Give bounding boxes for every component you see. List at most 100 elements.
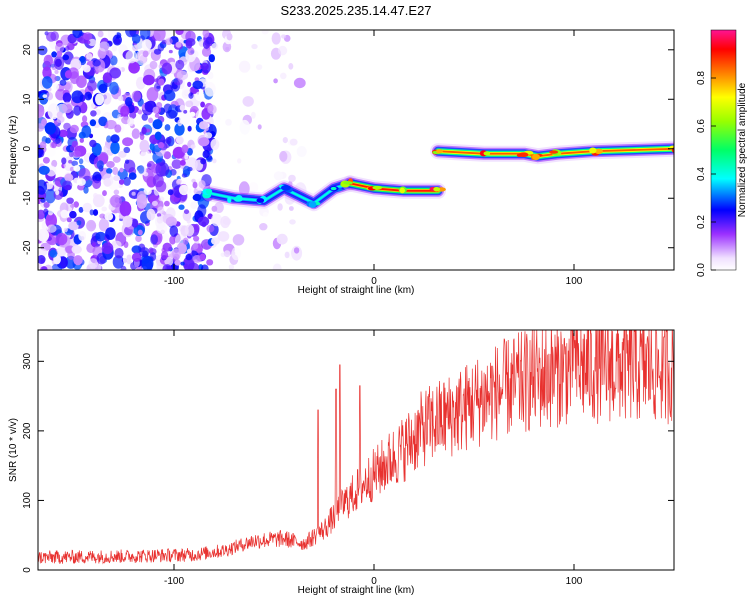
heat-blob — [125, 97, 133, 107]
heat-blob — [238, 181, 250, 197]
heat-blob — [184, 154, 189, 160]
spectrogram-xlabel: Height of straight line (km) — [298, 285, 415, 296]
heat-blob — [162, 242, 172, 252]
heat-hotspot — [280, 185, 291, 191]
heat-hotspot — [589, 147, 597, 154]
heat-blob — [158, 196, 165, 202]
heat-blob — [97, 30, 104, 38]
heat-blob — [88, 101, 96, 110]
heat-blob — [73, 165, 81, 172]
heat-blob — [38, 104, 45, 118]
heat-blob — [109, 81, 119, 95]
colorbar-label: Normalized spectral amplitude — [737, 82, 748, 217]
heat-blob — [226, 33, 233, 41]
heat-blob — [43, 54, 53, 67]
heat-hotspot — [594, 148, 603, 154]
heat-blob — [198, 137, 210, 147]
heat-blob — [43, 208, 49, 215]
colorbar-tick-label: 0.8 — [696, 71, 707, 85]
heat-blob — [141, 39, 152, 51]
heat-blob — [98, 116, 108, 127]
heat-blob — [82, 64, 91, 73]
heat-blob — [103, 145, 110, 153]
heat-hotspot — [671, 147, 674, 153]
heat-blob — [193, 235, 200, 242]
heat-blob — [280, 72, 287, 80]
heat-blob — [179, 159, 186, 166]
heat-blob — [296, 146, 307, 157]
heat-blob — [239, 119, 251, 135]
heat-blob — [59, 79, 67, 86]
heat-blob — [79, 138, 85, 143]
heat-blob — [83, 186, 89, 194]
heat-blob — [81, 125, 92, 138]
heat-hotspot — [233, 196, 243, 202]
heat-blob — [197, 216, 210, 227]
heat-blob — [206, 259, 214, 266]
heat-blob — [207, 104, 217, 115]
heat-blob — [65, 245, 74, 253]
heat-blob — [69, 124, 79, 134]
heat-blob — [271, 32, 281, 45]
heat-blob — [165, 137, 172, 144]
heat-blob — [118, 150, 127, 158]
heat-blob — [125, 50, 138, 64]
heat-blob — [200, 228, 208, 236]
heat-blob — [189, 111, 196, 117]
heat-blob — [106, 161, 115, 168]
heat-blob — [56, 247, 67, 257]
heat-blob — [102, 190, 107, 197]
heat-blob — [62, 180, 73, 191]
heat-blob — [156, 102, 163, 109]
heat-blob — [92, 175, 97, 181]
heat-blob — [175, 59, 185, 70]
heat-blob — [150, 234, 159, 245]
heat-hotspot — [483, 151, 491, 156]
heat-blob — [92, 59, 101, 67]
heat-hotspot — [399, 187, 405, 194]
heat-blob — [187, 125, 192, 132]
snr-frame — [37, 329, 675, 571]
heat-blob — [88, 258, 99, 269]
heat-blob — [148, 247, 154, 254]
heat-blob — [101, 206, 107, 212]
x-tick-label: -100 — [164, 576, 184, 587]
colorbar-ticks: 0.0 0.2 0.4 0.6 0.8 — [696, 71, 716, 277]
heat-blob — [140, 149, 151, 164]
heat-blob — [123, 176, 131, 186]
heat-blob — [70, 203, 75, 208]
heat-blob — [58, 129, 68, 138]
heat-blob — [175, 41, 182, 48]
heat-blob — [289, 219, 296, 225]
heat-blob — [185, 253, 193, 261]
snr-series-line — [38, 330, 674, 565]
heat-blob — [138, 247, 150, 257]
heat-blob — [120, 105, 130, 117]
heat-blob — [39, 141, 47, 150]
heat-blob — [279, 150, 288, 162]
heat-blob — [99, 213, 106, 219]
heat-blob — [288, 174, 296, 183]
heat-blob — [86, 40, 91, 45]
heat-blob — [272, 263, 282, 270]
heat-blob — [73, 150, 81, 157]
heat-blob — [142, 74, 155, 86]
heat-blob — [178, 184, 190, 196]
heat-blob — [61, 157, 67, 165]
heat-blob — [76, 220, 82, 226]
heat-blob — [78, 158, 84, 165]
heat-trace-layer — [349, 182, 439, 192]
heat-blob — [38, 179, 48, 195]
heat-blob — [110, 194, 122, 208]
heat-blob — [38, 45, 48, 56]
heat-blob — [197, 204, 207, 218]
heat-blob — [156, 216, 164, 224]
heat-blob — [146, 87, 159, 102]
heat-blob — [45, 92, 54, 101]
heat-blob — [168, 49, 173, 54]
heat-blob — [128, 172, 137, 180]
heat-blob — [185, 100, 194, 108]
heat-blob — [255, 64, 263, 70]
